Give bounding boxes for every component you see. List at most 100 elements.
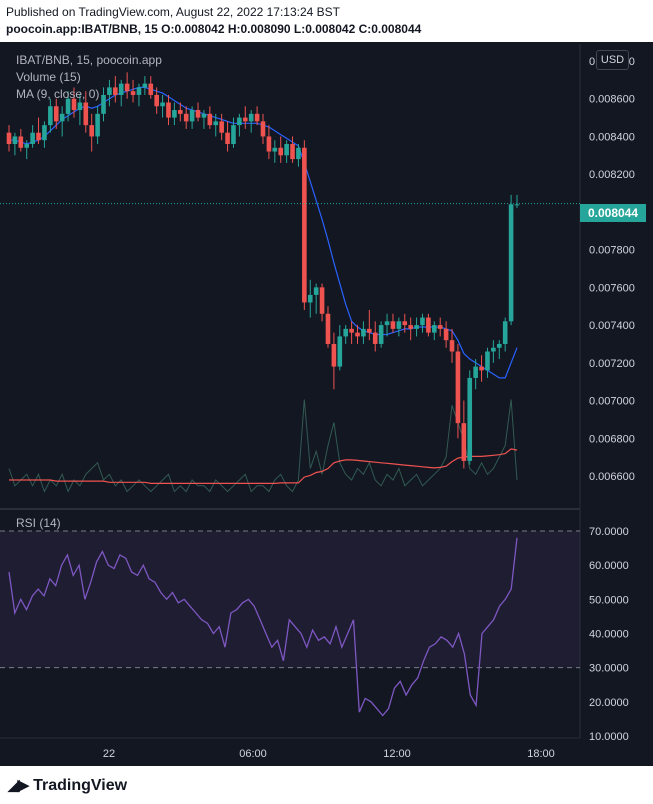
candle bbox=[118, 79, 124, 107]
rsi-tick-label: 40.0000 bbox=[589, 629, 629, 641]
candle-body bbox=[426, 317, 431, 333]
candle-body bbox=[118, 83, 124, 95]
candle-body bbox=[160, 102, 165, 107]
candle bbox=[195, 102, 201, 122]
candle bbox=[266, 125, 272, 160]
candle bbox=[449, 328, 455, 363]
candle bbox=[337, 325, 343, 371]
rsi-tick-label: 50.0000 bbox=[589, 594, 629, 606]
candle-body bbox=[148, 83, 154, 95]
candle bbox=[343, 325, 348, 344]
candle bbox=[36, 117, 41, 144]
candle bbox=[154, 87, 159, 114]
candle-body bbox=[30, 132, 35, 144]
candle-body bbox=[124, 83, 130, 92]
time-tick-label: 22 bbox=[103, 748, 115, 760]
candle bbox=[290, 136, 295, 163]
price-tick-label: 0.007000 bbox=[589, 396, 635, 408]
candle bbox=[426, 313, 431, 337]
footer: ◢▶ TradingView bbox=[0, 766, 653, 804]
candle bbox=[479, 355, 484, 382]
rsi-band-fill bbox=[0, 531, 580, 668]
candle-body bbox=[384, 321, 390, 326]
candle-body bbox=[195, 110, 201, 118]
price-tick-label: 0.008600 bbox=[589, 94, 635, 106]
candle-body bbox=[207, 113, 213, 126]
candle-body bbox=[508, 204, 514, 322]
candle-body bbox=[254, 113, 260, 122]
candle-body bbox=[107, 87, 112, 95]
candle bbox=[302, 140, 307, 310]
volume-line bbox=[8, 399, 518, 493]
candle bbox=[160, 94, 165, 118]
candle bbox=[355, 325, 360, 344]
time-tick-label: 12:00 bbox=[383, 748, 411, 760]
candle-body bbox=[307, 294, 313, 303]
candle bbox=[172, 102, 177, 126]
candle bbox=[372, 321, 378, 352]
candle bbox=[189, 106, 195, 129]
candle bbox=[284, 140, 289, 163]
candle bbox=[166, 94, 171, 126]
candle-body bbox=[372, 332, 378, 344]
candle bbox=[414, 317, 419, 337]
rsi-tick-label: 10.0000 bbox=[589, 731, 629, 743]
rsi-legend[interactable]: RSI (14) bbox=[16, 516, 61, 530]
candle-body bbox=[48, 106, 53, 126]
candle-body bbox=[467, 377, 473, 461]
candle-body bbox=[178, 110, 183, 114]
publish-header: Published on TradingView.com, August 22,… bbox=[0, 0, 653, 42]
candle bbox=[101, 87, 106, 122]
candle bbox=[278, 136, 284, 163]
rsi-tick-label: 20.0000 bbox=[589, 697, 629, 709]
candle bbox=[254, 106, 260, 126]
candle bbox=[148, 76, 154, 99]
candle-body bbox=[77, 102, 83, 111]
rsi-tick-label: 30.0000 bbox=[589, 663, 629, 675]
price-tick-label: 0.007200 bbox=[589, 358, 635, 370]
candle-body bbox=[272, 147, 278, 152]
logo-text: TradingView bbox=[33, 777, 128, 794]
candle-body bbox=[331, 343, 337, 367]
candle-body bbox=[319, 287, 325, 314]
candle bbox=[378, 321, 384, 348]
candle bbox=[361, 321, 366, 344]
candle-body bbox=[325, 313, 331, 344]
candle-body bbox=[296, 147, 301, 160]
candle bbox=[443, 321, 449, 348]
price-tick-label: 0.006600 bbox=[589, 471, 635, 483]
candle-body bbox=[408, 325, 413, 329]
rsi-tick-label: 60.0000 bbox=[589, 560, 629, 572]
volume-legend[interactable]: Volume (15) bbox=[16, 70, 81, 84]
candle bbox=[59, 106, 65, 137]
candle-body bbox=[18, 136, 24, 148]
candle-body bbox=[491, 347, 496, 352]
candle bbox=[248, 110, 254, 133]
candle-body bbox=[396, 321, 402, 329]
candle-body bbox=[101, 94, 106, 114]
candle bbox=[201, 110, 207, 129]
price-tick-label: 0.007400 bbox=[589, 320, 635, 332]
currency-button[interactable]: USD bbox=[596, 50, 629, 70]
rsi-tick-label: 70.0000 bbox=[589, 526, 629, 538]
time-tick-label: 18:00 bbox=[527, 748, 555, 760]
candle bbox=[183, 106, 189, 129]
candle-body bbox=[189, 110, 195, 122]
candle bbox=[455, 343, 461, 439]
candle-body bbox=[349, 328, 354, 333]
candle bbox=[219, 113, 224, 141]
candle-body bbox=[65, 98, 71, 114]
candle bbox=[242, 106, 248, 129]
candle-body bbox=[414, 325, 419, 329]
candle bbox=[432, 321, 437, 341]
symbol-legend[interactable]: IBAT/BNB, 15, poocoin.app bbox=[16, 53, 162, 67]
candle-body bbox=[95, 113, 100, 137]
rsi-line bbox=[8, 537, 518, 717]
candle-body bbox=[237, 117, 242, 126]
ma-legend[interactable]: MA (9, close, 0) bbox=[16, 87, 100, 101]
candle bbox=[307, 279, 313, 318]
candle bbox=[485, 347, 490, 378]
tradingview-logo[interactable]: ◢▶ TradingView bbox=[8, 776, 127, 795]
candle bbox=[496, 340, 502, 360]
